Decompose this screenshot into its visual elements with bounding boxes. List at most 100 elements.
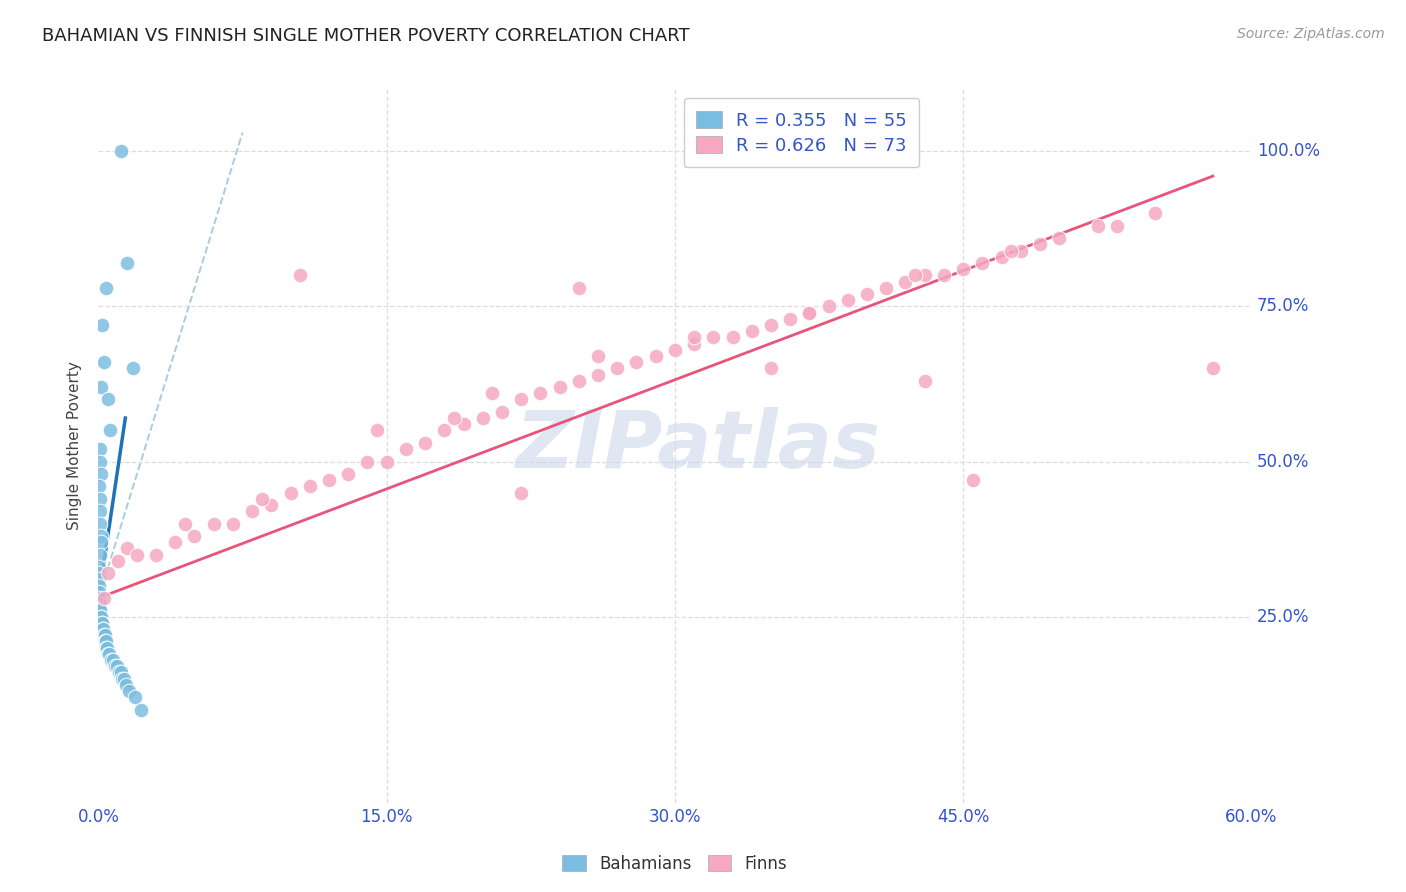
Text: BAHAMIAN VS FINNISH SINGLE MOTHER POVERTY CORRELATION CHART: BAHAMIAN VS FINNISH SINGLE MOTHER POVERT… — [42, 27, 690, 45]
Point — [105, 659, 128, 673]
Point — [1047, 231, 1070, 245]
Text: 50.0%: 50.0% — [1257, 452, 1309, 470]
Point — [529, 386, 551, 401]
Point — [779, 311, 801, 326]
Point — [894, 275, 917, 289]
Point — [990, 250, 1012, 264]
Point — [914, 268, 936, 283]
Point — [117, 256, 138, 270]
Point — [240, 504, 263, 518]
Point — [90, 609, 112, 624]
Point — [91, 622, 114, 636]
Point — [875, 281, 897, 295]
Point — [115, 678, 138, 692]
Point — [683, 336, 706, 351]
Point — [91, 318, 114, 332]
Point — [952, 262, 974, 277]
Point — [93, 628, 115, 642]
Point — [96, 640, 118, 655]
Point — [290, 268, 312, 283]
Point — [94, 634, 117, 648]
Point — [112, 672, 135, 686]
Point — [165, 535, 187, 549]
Point — [129, 703, 152, 717]
Point — [1144, 206, 1167, 220]
Point — [100, 653, 122, 667]
Point — [101, 653, 124, 667]
Point — [90, 467, 112, 481]
Point — [91, 615, 114, 630]
Point — [202, 516, 225, 531]
Point — [318, 473, 340, 487]
Point — [1087, 219, 1109, 233]
Point — [799, 305, 821, 319]
Point — [453, 417, 475, 432]
Point — [94, 634, 117, 648]
Point — [741, 324, 763, 338]
Point — [89, 479, 111, 493]
Point — [89, 548, 111, 562]
Point — [90, 535, 112, 549]
Point — [433, 424, 456, 438]
Point — [97, 566, 120, 581]
Point — [93, 355, 115, 369]
Point — [107, 554, 129, 568]
Point — [124, 690, 146, 705]
Point — [145, 548, 167, 562]
Point — [510, 485, 533, 500]
Text: Source: ZipAtlas.com: Source: ZipAtlas.com — [1237, 27, 1385, 41]
Point — [89, 491, 111, 506]
Point — [644, 349, 666, 363]
Point — [93, 628, 115, 642]
Point — [759, 318, 782, 332]
Point — [98, 424, 121, 438]
Point — [375, 454, 398, 468]
Point — [721, 330, 744, 344]
Point — [799, 305, 821, 319]
Point — [702, 330, 724, 344]
Point — [98, 647, 121, 661]
Point — [626, 355, 648, 369]
Point — [280, 485, 302, 500]
Legend: Bahamians, Finns: Bahamians, Finns — [555, 848, 794, 880]
Point — [1000, 244, 1022, 258]
Point — [510, 392, 533, 407]
Y-axis label: Single Mother Poverty: Single Mother Poverty — [67, 361, 83, 531]
Point — [93, 591, 115, 605]
Point — [94, 281, 117, 295]
Point — [89, 516, 111, 531]
Point — [87, 584, 110, 599]
Point — [110, 665, 132, 680]
Point — [97, 647, 120, 661]
Point — [1105, 219, 1128, 233]
Point — [471, 411, 494, 425]
Point — [586, 368, 609, 382]
Point — [96, 640, 118, 655]
Point — [1202, 361, 1225, 376]
Point — [111, 672, 134, 686]
Text: ZIPatlas: ZIPatlas — [516, 407, 880, 485]
Point — [87, 579, 110, 593]
Point — [97, 392, 120, 407]
Point — [817, 299, 839, 313]
Point — [110, 145, 132, 159]
Point — [87, 566, 110, 581]
Point — [222, 516, 245, 531]
Point — [298, 479, 321, 493]
Point — [87, 573, 110, 587]
Point — [664, 343, 686, 357]
Point — [89, 603, 111, 617]
Text: 100.0%: 100.0% — [1257, 142, 1320, 161]
Point — [89, 560, 111, 574]
Point — [91, 622, 114, 636]
Point — [395, 442, 418, 456]
Legend: R = 0.355   N = 55, R = 0.626   N = 73: R = 0.355 N = 55, R = 0.626 N = 73 — [683, 98, 920, 168]
Point — [89, 442, 111, 456]
Point — [122, 361, 145, 376]
Point — [548, 380, 571, 394]
Point — [1010, 244, 1032, 258]
Point — [962, 473, 984, 487]
Point — [568, 374, 591, 388]
Point — [183, 529, 205, 543]
Point — [89, 597, 111, 611]
